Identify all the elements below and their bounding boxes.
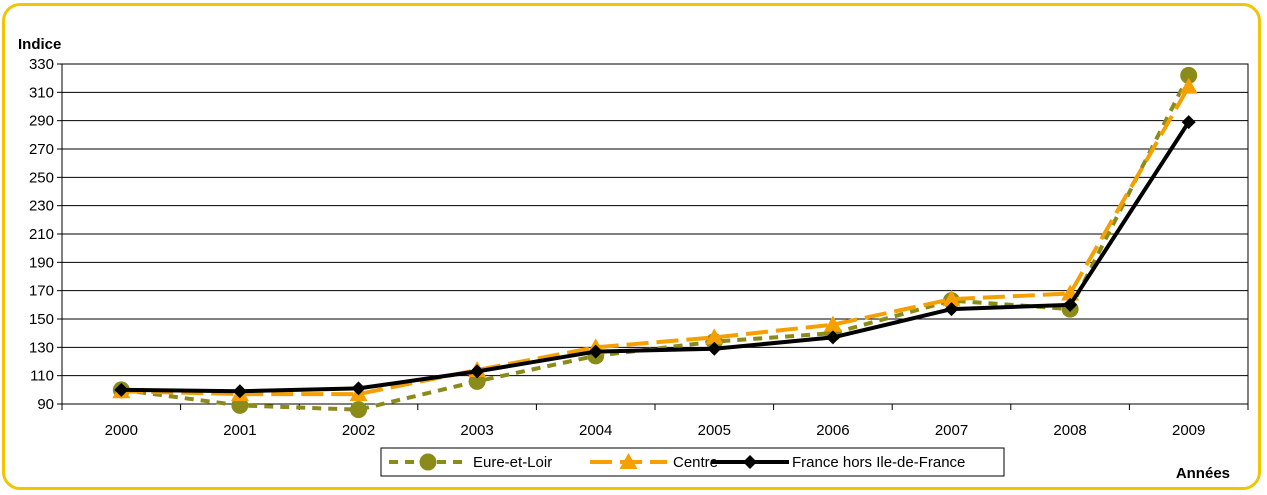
point-2-2008: [1063, 297, 1078, 312]
y-tick-label-290: 290: [29, 113, 54, 130]
legend-label-0: Eure-et-Loir: [473, 454, 552, 471]
point-2-2007: [944, 302, 959, 317]
point-2-2009: [1181, 115, 1196, 130]
legend-box: [380, 447, 1005, 477]
point-2-2005: [707, 341, 722, 356]
x-tick-label-2001: 2001: [223, 422, 256, 439]
point-2-2003: [470, 364, 485, 379]
x-tick-label-2006: 2006: [816, 422, 849, 439]
y-tick-label-90: 90: [37, 396, 54, 413]
y-tick-label-170: 170: [29, 283, 54, 300]
grid-lines: [57, 63, 1249, 410]
y-tick-label-150: 150: [29, 311, 54, 328]
point-1-2009: [1179, 77, 1198, 94]
series-line-1: [121, 85, 1191, 397]
y-tick-label-110: 110: [30, 368, 54, 385]
legend-label-2: France hors Ile-de-France: [792, 454, 965, 471]
y-tick-label-250: 250: [29, 169, 54, 186]
series-line-2: [121, 120, 1191, 394]
point-1-2005: [705, 328, 724, 345]
series-line-0: [121, 74, 1191, 412]
legend-marker-1: [619, 453, 638, 469]
point-1-2007: [942, 290, 961, 307]
point-2-2002: [351, 381, 366, 396]
point-0-2002: [350, 401, 367, 419]
point-1-2006: [823, 315, 842, 332]
x-tick-labels: 2000 2001 2002 2003 2004 2005 2006 2007 2008 2009: [105, 422, 1206, 439]
series-group: [112, 66, 1198, 419]
legend-marker-0: [419, 453, 437, 471]
point-2-2006: [825, 330, 840, 345]
x-tick-label-2007: 2007: [935, 422, 968, 439]
x-tick-label-2000: 2000: [105, 422, 138, 439]
x-tick-label-2002: 2002: [342, 422, 375, 439]
y-tick-label-270: 270: [29, 141, 54, 158]
x-tick-label-2004: 2004: [579, 422, 612, 439]
y-tick-labels: 90 110 130 150 170 190 210 230 250 270 290 310 330: [29, 56, 54, 413]
y-tick-label-230: 230: [29, 198, 54, 215]
point-2-2001: [232, 384, 247, 399]
x-tick-label-2005: 2005: [698, 422, 731, 439]
chart-frame: [2, 3, 1261, 490]
y-tick-label-310: 310: [29, 84, 54, 101]
y-tick-label-210: 210: [29, 226, 54, 243]
x-tick-label-2009: 2009: [1172, 422, 1205, 439]
legend: Eure-et-Loir Centre France hors Ile-de-Fra…: [380, 447, 1005, 477]
x-axis-title: Années: [1176, 465, 1230, 482]
point-2-2000: [114, 382, 129, 397]
y-tick-label-130: 130: [29, 339, 54, 356]
legend-marker-2: [743, 455, 757, 469]
y-axis-title: Indice: [18, 36, 61, 53]
legend-label-1: Centre: [673, 454, 718, 471]
point-2-2004: [588, 344, 603, 359]
y-tick-label-190: 190: [29, 254, 54, 271]
x-tick-label-2003: 2003: [460, 422, 493, 439]
y-tick-label-330: 330: [29, 56, 54, 73]
x-tick-label-2008: 2008: [1053, 422, 1086, 439]
